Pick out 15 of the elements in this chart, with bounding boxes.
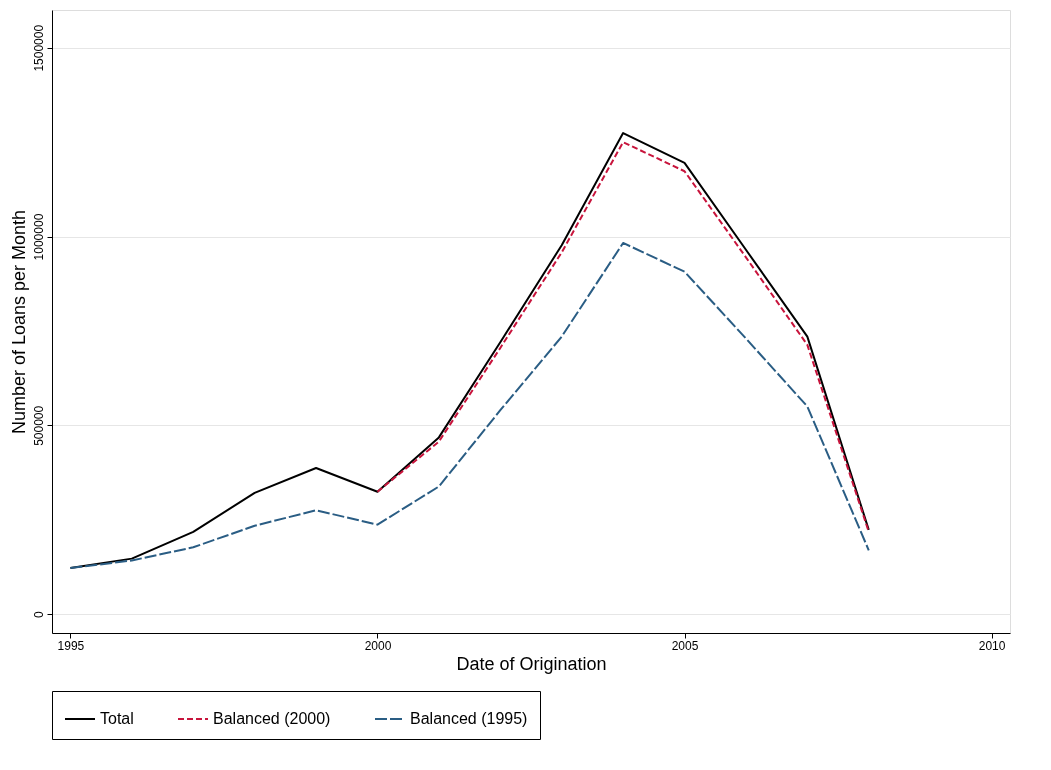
x-tick-label: 2005 bbox=[671, 638, 699, 653]
legend-label: Total bbox=[100, 710, 134, 727]
y-axis-title: Number of Loans per Month bbox=[8, 209, 29, 435]
legend-label: Balanced (1995) bbox=[410, 710, 528, 727]
line-series bbox=[376, 141, 870, 533]
y-tick-label: 500000 bbox=[31, 405, 46, 446]
x-tick-label: 1995 bbox=[57, 638, 85, 653]
x-tick-label: 2000 bbox=[364, 638, 392, 653]
y-tick-label: 1500000 bbox=[31, 24, 46, 72]
x-axis-title: Date of Origination bbox=[456, 653, 607, 674]
legend-label: Balanced (2000) bbox=[213, 710, 331, 727]
y-tick-label: 0 bbox=[31, 610, 46, 618]
x-tick-label: 2010 bbox=[978, 638, 1006, 653]
y-tick-label: 1000000 bbox=[31, 213, 46, 261]
line-series bbox=[69, 241, 870, 570]
